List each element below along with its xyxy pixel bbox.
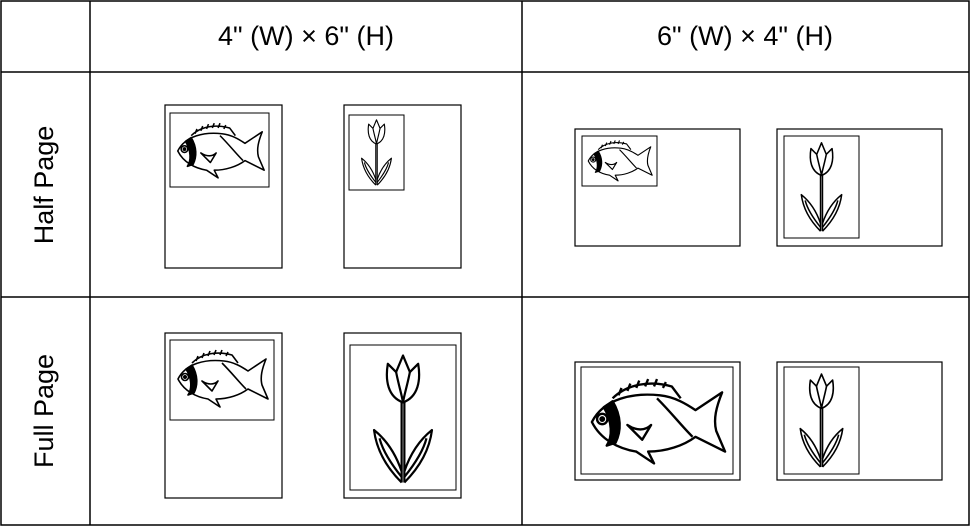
full-page-landscape (574, 361, 943, 481)
column-header: 4" (W) × 6" (H) (218, 21, 394, 51)
half-page-landscape (574, 128, 943, 247)
full-page-portrait (164, 332, 462, 499)
row-header: Full Page (29, 354, 59, 468)
column-header: 6" (W) × 4" (H) (657, 21, 833, 51)
row-header: Half Page (29, 126, 59, 245)
half-page-portrait (164, 104, 462, 269)
